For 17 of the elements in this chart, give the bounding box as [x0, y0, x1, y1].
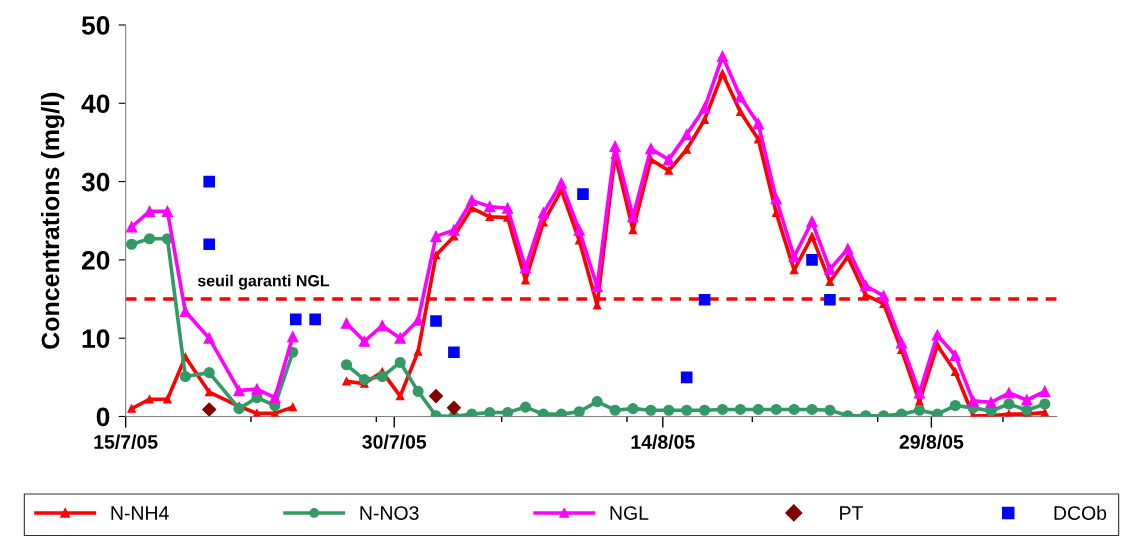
legend-label: DCOb [1054, 505, 1107, 520]
x-tick-label: 14/8/05 [631, 434, 695, 450]
y-axis-title: Concentrations (mg/l) [40, 92, 65, 349]
y-tick-label: 10 [82, 329, 110, 348]
y-tick-label: 30 [81, 172, 110, 192]
legend-label: NGL [610, 506, 649, 520]
y-tick-label: 40 [81, 94, 110, 114]
y-tick-label: 20 [81, 251, 110, 270]
ref-line-label: seuil garanti NGL [197, 274, 330, 290]
x-tick-label: 29/8/05 [899, 434, 964, 450]
y-tick-label: 50 [81, 16, 110, 35]
legend-label: N-NH4 [111, 506, 169, 520]
y-tick-label: 0 [96, 407, 110, 427]
legend-label: PT [840, 506, 863, 520]
x-tick-label: 30/7/05 [362, 434, 427, 450]
legend-label: N-NO3 [360, 506, 419, 520]
x-tick-label: 15/7/05 [94, 434, 158, 450]
